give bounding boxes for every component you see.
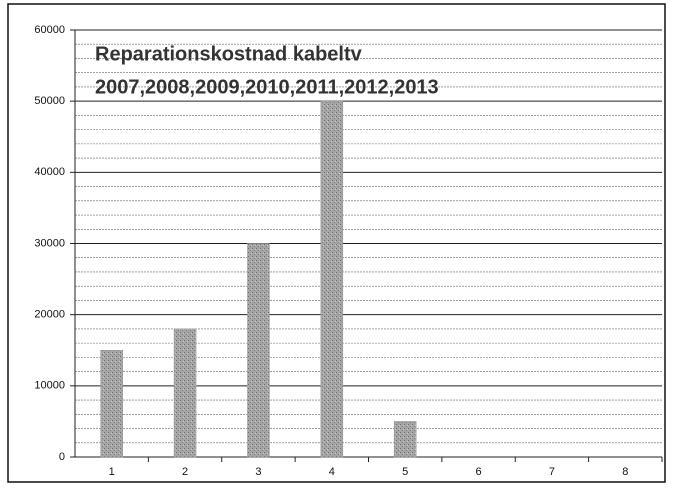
y-tick-label: 20000 — [34, 309, 65, 321]
bar — [393, 421, 417, 458]
chart-subtitle: 2007,2008,2009,2010,2011,2012,2013 — [95, 76, 439, 98]
y-tick-label: 40000 — [34, 166, 65, 178]
x-tick-label: 6 — [476, 466, 482, 478]
x-tick-label: 8 — [622, 466, 628, 478]
y-tick-label: 50000 — [34, 95, 65, 107]
y-tick-label: 10000 — [34, 380, 65, 392]
x-tick-label: 4 — [329, 466, 335, 478]
bar — [173, 328, 197, 458]
x-tick-label: 5 — [402, 466, 408, 478]
x-tick-label: 3 — [255, 466, 261, 478]
x-tick-label: 7 — [549, 466, 555, 478]
chart-title: Reparationskostnad kabeltv — [95, 43, 363, 65]
minor-grid — [75, 43, 662, 444]
x-tick-label: 1 — [109, 466, 115, 478]
bar — [100, 350, 123, 458]
y-tick-label: 30000 — [34, 237, 65, 249]
y-tick-label: 60000 — [34, 24, 65, 36]
x-tick-label: 2 — [182, 466, 188, 478]
bar — [247, 243, 270, 458]
y-tick-label: 0 — [59, 451, 65, 463]
bar — [320, 100, 344, 458]
